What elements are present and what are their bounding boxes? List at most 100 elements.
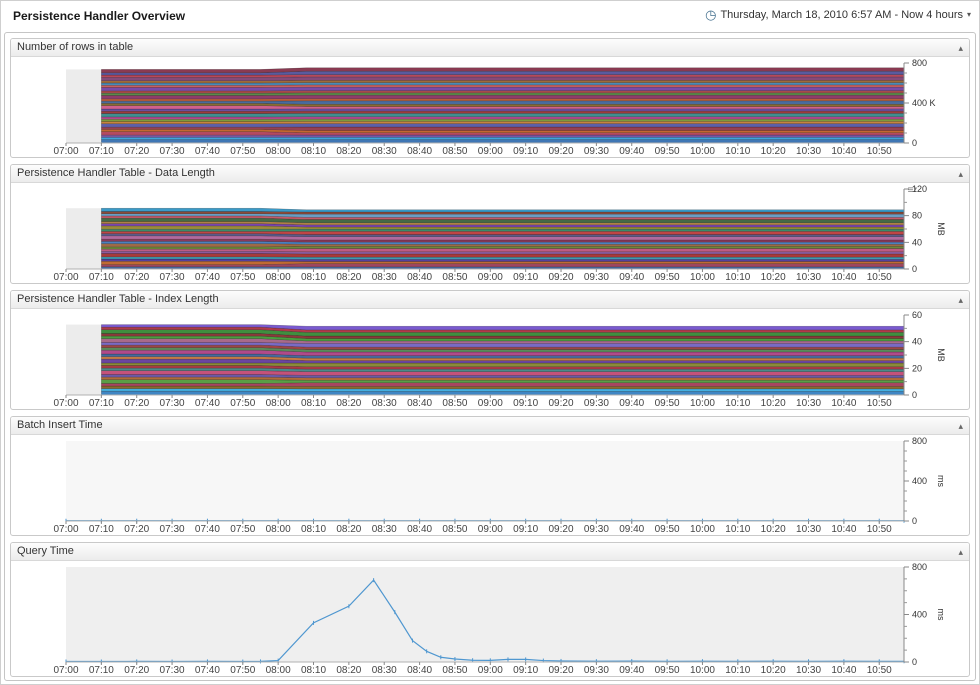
- panel-data-length-title: Persistence Handler Table - Data Length: [17, 167, 215, 179]
- svg-text:09:50: 09:50: [655, 272, 680, 283]
- panel-data-length-header[interactable]: Persistence Handler Table - Data Length …: [11, 165, 969, 183]
- svg-text:800: 800: [912, 436, 927, 446]
- timeframe-selector[interactable]: ◷ Thursday, March 18, 2010 6:57 AM - Now…: [705, 8, 971, 21]
- svg-text:07:10: 07:10: [89, 665, 114, 676]
- svg-text:09:10: 09:10: [513, 665, 538, 676]
- data-length-chart-area: 07:00 07:10 07:20 07:30 07:40 07:50 08:00 08:10…: [11, 183, 969, 283]
- svg-text:07:40: 07:40: [195, 398, 220, 409]
- svg-text:10:40: 10:40: [831, 272, 856, 283]
- svg-text:07:20: 07:20: [124, 665, 149, 676]
- svg-text:08:00: 08:00: [266, 146, 291, 157]
- svg-text:07:00: 07:00: [53, 272, 78, 283]
- svg-text:08:40: 08:40: [407, 665, 432, 676]
- panel-rows-header[interactable]: Number of rows in table ▴: [11, 39, 969, 57]
- collapse-panel-button[interactable]: ▴: [958, 169, 963, 179]
- collapse-panel-button[interactable]: ▴: [958, 295, 963, 305]
- svg-text:10:30: 10:30: [796, 146, 821, 157]
- svg-text:09:40: 09:40: [619, 398, 644, 409]
- svg-text:60: 60: [912, 310, 922, 320]
- panel-index-length-header[interactable]: Persistence Handler Table - Index Length…: [11, 291, 969, 309]
- svg-text:08:20: 08:20: [336, 272, 361, 283]
- svg-text:07:00: 07:00: [53, 524, 78, 535]
- svg-text:08:30: 08:30: [372, 146, 397, 157]
- svg-text:09:20: 09:20: [549, 146, 574, 157]
- svg-text:10:00: 10:00: [690, 272, 715, 283]
- rows-chart-canvas[interactable]: 07:00 07:10 07:20 07:30 07:40 07:50 08:00 08:10…: [11, 57, 970, 157]
- svg-text:10:50: 10:50: [867, 524, 892, 535]
- dashboard-body: Number of rows in table ▴ 07:00 07:10 07:2…: [4, 32, 976, 681]
- svg-text:07:10: 07:10: [89, 524, 114, 535]
- svg-text:07:00: 07:00: [53, 398, 78, 409]
- dashboard-header: Persistence Handler Overview ◷ Thursday,…: [1, 1, 979, 31]
- svg-text:10:20: 10:20: [761, 665, 786, 676]
- svg-text:10:10: 10:10: [725, 146, 750, 157]
- timeframe-caret-icon: ▾: [966, 10, 971, 19]
- panel-index-length-title: Persistence Handler Table - Index Length: [17, 293, 219, 305]
- svg-text:08:30: 08:30: [372, 524, 397, 535]
- collapse-panel-button[interactable]: ▴: [958, 421, 963, 431]
- svg-text:08:00: 08:00: [266, 398, 291, 409]
- data-length-chart-canvas[interactable]: 07:00 07:10 07:20 07:30 07:40 07:50 08:00 08:10…: [11, 183, 970, 283]
- svg-text:09:10: 09:10: [513, 146, 538, 157]
- svg-text:40: 40: [912, 237, 922, 247]
- svg-text:10:00: 10:00: [690, 524, 715, 535]
- timeframe-label: Thursday, March 18, 2010 6:57 AM - Now 4…: [720, 8, 963, 21]
- svg-text:10:50: 10:50: [867, 146, 892, 157]
- svg-text:09:20: 09:20: [549, 398, 574, 409]
- svg-text:10:50: 10:50: [867, 665, 892, 676]
- svg-text:07:50: 07:50: [230, 524, 255, 535]
- collapse-panel-button[interactable]: ▴: [958, 43, 963, 53]
- panel-batch-insert-header[interactable]: Batch Insert Time ▴: [11, 417, 969, 435]
- timeframe-clock-icon: ◷: [705, 7, 717, 22]
- svg-text:10:50: 10:50: [867, 398, 892, 409]
- svg-text:09:50: 09:50: [655, 524, 680, 535]
- svg-text:08:40: 08:40: [407, 398, 432, 409]
- panel-query-time-header[interactable]: Query Time ▴: [11, 543, 969, 561]
- chart-options-icon[interactable]: ≡▾: [907, 185, 917, 196]
- svg-text:08:00: 08:00: [266, 524, 291, 535]
- svg-text:08:20: 08:20: [336, 146, 361, 157]
- svg-text:09:50: 09:50: [655, 398, 680, 409]
- svg-text:08:50: 08:50: [442, 524, 467, 535]
- svg-text:08:00: 08:00: [266, 272, 291, 283]
- svg-text:10:40: 10:40: [831, 146, 856, 157]
- svg-text:09:00: 09:00: [478, 665, 503, 676]
- svg-text:09:20: 09:20: [549, 665, 574, 676]
- svg-text:07:30: 07:30: [160, 398, 185, 409]
- svg-text:07:20: 07:20: [124, 398, 149, 409]
- svg-text:0: 0: [912, 390, 917, 400]
- svg-text:07:50: 07:50: [230, 665, 255, 676]
- svg-text:120: 120: [912, 184, 927, 194]
- svg-text:09:40: 09:40: [619, 146, 644, 157]
- svg-text:10:40: 10:40: [831, 665, 856, 676]
- svg-text:07:40: 07:40: [195, 146, 220, 157]
- svg-text:07:00: 07:00: [53, 665, 78, 676]
- svg-text:MB: MB: [936, 348, 946, 362]
- svg-text:800: 800: [912, 58, 927, 68]
- svg-text:ms: ms: [936, 609, 946, 621]
- svg-text:0: 0: [912, 138, 917, 148]
- collapse-panel-button[interactable]: ▴: [958, 547, 963, 557]
- svg-text:07:50: 07:50: [230, 146, 255, 157]
- panel-data-length: Persistence Handler Table - Data Length …: [10, 164, 970, 284]
- svg-text:08:40: 08:40: [407, 524, 432, 535]
- svg-text:07:40: 07:40: [195, 272, 220, 283]
- svg-text:09:50: 09:50: [655, 665, 680, 676]
- panel-batch-insert-title: Batch Insert Time: [17, 419, 103, 431]
- svg-text:10:50: 10:50: [867, 272, 892, 283]
- svg-text:09:40: 09:40: [619, 524, 644, 535]
- index-length-chart-canvas[interactable]: 07:00 07:10 07:20 07:30 07:40 07:50 08:00 08:10…: [11, 309, 970, 409]
- svg-text:07:00: 07:00: [53, 146, 78, 157]
- svg-text:09:40: 09:40: [619, 665, 644, 676]
- batch-insert-chart-canvas[interactable]: 07:00 07:10 07:20 07:30 07:40 07:50 08:00 08:10…: [11, 435, 970, 535]
- svg-text:08:50: 08:50: [442, 146, 467, 157]
- query-time-chart-canvas[interactable]: 07:00 07:10 07:20 07:30 07:40 07:50 08:00 08:10…: [11, 561, 970, 676]
- svg-text:07:20: 07:20: [124, 146, 149, 157]
- svg-text:07:50: 07:50: [230, 272, 255, 283]
- svg-text:0: 0: [912, 657, 917, 667]
- batch-insert-chart-area: 07:00 07:10 07:20 07:30 07:40 07:50 08:00 08:10…: [11, 435, 969, 535]
- svg-text:08:10: 08:10: [301, 524, 326, 535]
- svg-text:07:30: 07:30: [160, 272, 185, 283]
- svg-text:400 K: 400 K: [912, 98, 936, 108]
